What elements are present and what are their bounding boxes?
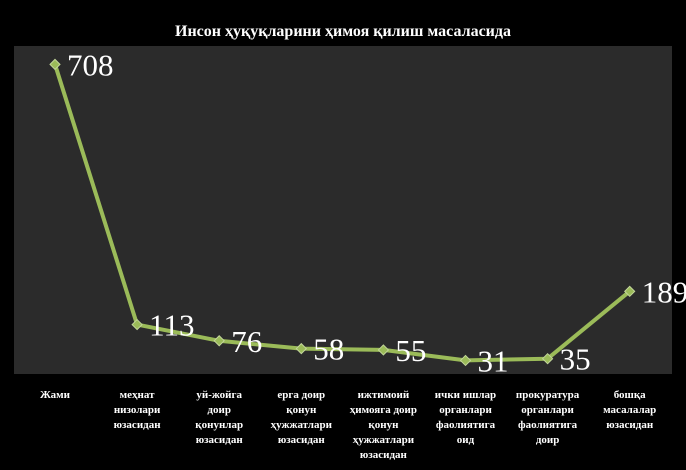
data-label: 76	[231, 324, 262, 359]
x-tick-label: прокуратура органлари фаолиятига доир	[516, 389, 580, 446]
chart-title: Инсон ҳуқуқларини ҳимоя қилиш масаласида	[175, 23, 511, 40]
x-tick-label: ижтимоий ҳимояга доир қонун ҳужжатлари юзаси…	[350, 389, 417, 461]
x-tick-label: меҳнат низолари юзасидан	[114, 389, 162, 431]
data-point	[541, 352, 554, 365]
plot-area	[14, 46, 672, 374]
x-tick-label: уй-жойга доир қонунлар юзасидан	[195, 389, 243, 446]
data-label: 113	[149, 308, 194, 343]
data-point	[49, 58, 61, 71]
data-label: 31	[478, 343, 509, 378]
labels-layer: 708 113 76 58 55 31 35 189	[67, 47, 686, 378]
data-point	[131, 318, 143, 331]
x-tick-label: ички ишлар органлари фаолиятига оид	[435, 389, 496, 446]
data-label: 708	[67, 47, 114, 82]
data-point	[459, 354, 472, 367]
series-line	[53, 62, 632, 363]
x-axis-tick-labels: Жами меҳнат низолари юзасидан уй-жойга доир қо…	[40, 389, 656, 461]
data-label: 58	[313, 332, 344, 367]
x-tick-label: ерга доир қонун ҳужжатлари юзасидан	[271, 389, 333, 446]
data-label: 189	[642, 274, 686, 309]
data-point	[213, 335, 225, 347]
x-tick-label: бошқа масалалар юзасидан	[603, 389, 656, 431]
x-tick-label: Жами	[40, 389, 71, 401]
data-point	[377, 344, 390, 356]
data-point	[623, 285, 636, 298]
data-point	[295, 342, 308, 355]
data-label: 55	[395, 333, 426, 368]
data-label: 35	[560, 342, 591, 377]
series-layer	[49, 58, 636, 367]
